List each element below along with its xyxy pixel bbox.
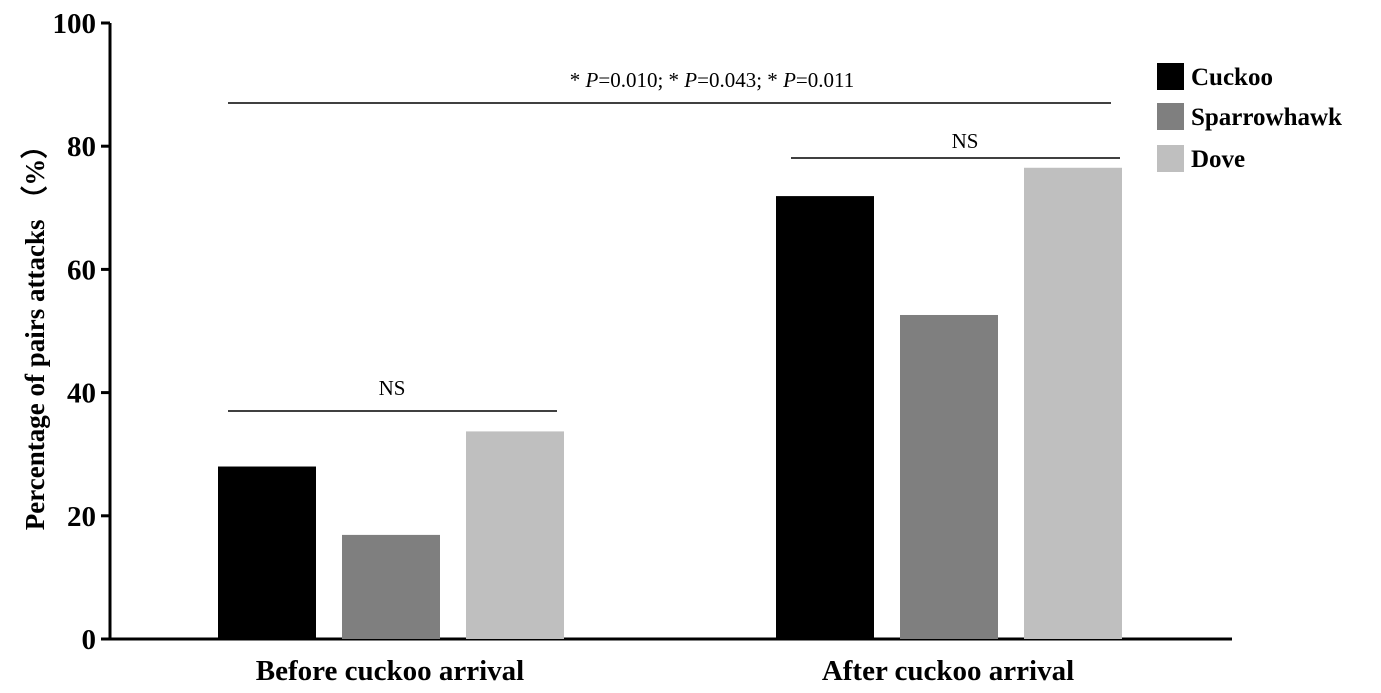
- y-tick-label: 80: [67, 131, 96, 163]
- group2-significance-label: NS: [952, 129, 979, 153]
- group1-significance-label: NS: [379, 376, 406, 400]
- y-tick-label: 100: [53, 8, 97, 40]
- bar-cuckoo-before: [218, 466, 316, 639]
- overall-significance-label: * P=0.010; * P=0.043; * P=0.011: [570, 68, 854, 92]
- y-tick-label: 40: [67, 378, 96, 410]
- category-label-before: Before cuckoo arrival: [256, 655, 524, 687]
- category-label-after: After cuckoo arrival: [822, 655, 1074, 687]
- legend: Cuckoo Sparrowhawk Dove: [1157, 63, 1342, 173]
- legend-swatch-sparrowhawk: [1157, 103, 1184, 130]
- legend-label-sparrowhawk: Sparrowhawk: [1191, 104, 1342, 131]
- legend-swatch-cuckoo: [1157, 63, 1184, 90]
- bar-dove-before: [466, 431, 564, 639]
- bars: [218, 167, 1122, 639]
- bar-sparrowhawk-before: [342, 534, 440, 639]
- legend-swatch-dove: [1157, 145, 1184, 172]
- bar-dove-after: [1024, 167, 1122, 639]
- legend-label-dove: Dove: [1191, 146, 1245, 173]
- bar-sparrowhawk-after: [900, 314, 998, 639]
- y-ticks: 0 20 40 60 80 100: [53, 8, 110, 656]
- y-tick-label: 60: [67, 254, 96, 286]
- y-axis-label: Percentage of pairs attacks （%）: [20, 132, 50, 530]
- legend-label-cuckoo: Cuckoo: [1191, 64, 1273, 91]
- y-tick-label: 0: [82, 624, 97, 656]
- bar-cuckoo-after: [776, 196, 874, 639]
- y-tick-label: 20: [67, 501, 96, 533]
